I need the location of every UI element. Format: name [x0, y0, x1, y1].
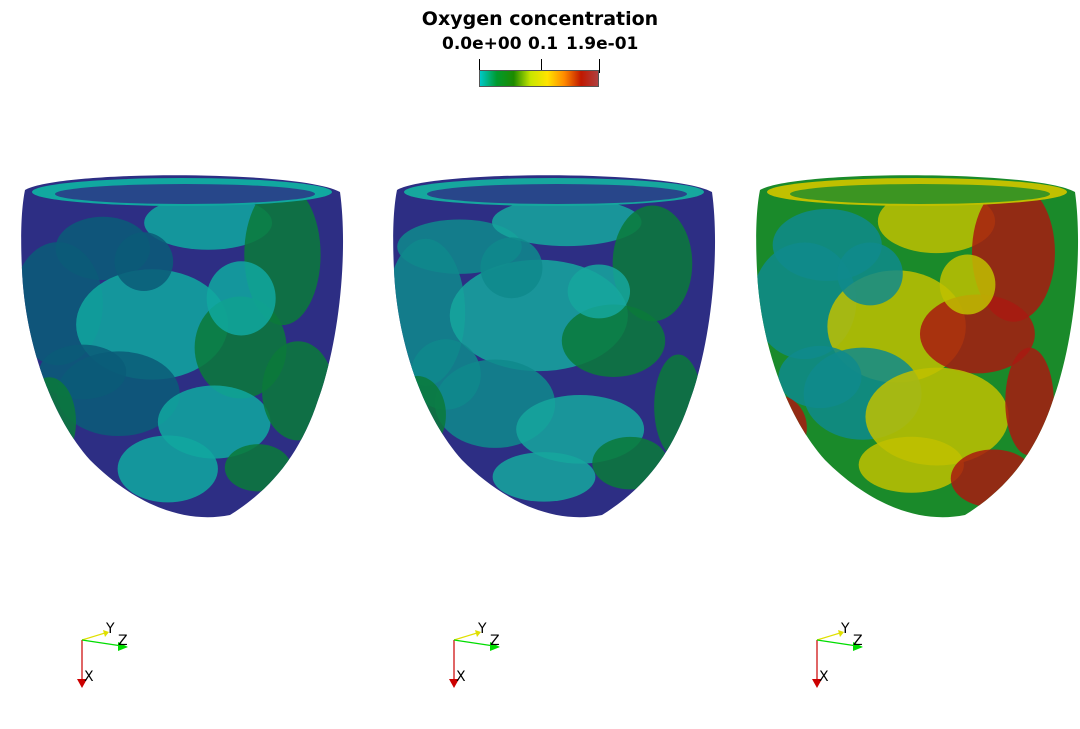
colorbar-tick-label-min: 0.0e+00 — [442, 34, 522, 54]
color-legend: Oxygen concentration 0.0e+00 0.1 1.9e-01 — [400, 6, 680, 96]
surface-patches — [393, 197, 703, 502]
z-axis-label: Z — [118, 633, 128, 649]
surface-patch — [206, 261, 276, 336]
colorbar-tick-label-mid: 0.1 — [528, 34, 559, 54]
heart-opening — [55, 184, 315, 204]
surface-patch — [612, 205, 693, 322]
surface-patch — [492, 452, 596, 502]
surface-patch — [491, 197, 642, 247]
surface-patch — [144, 195, 273, 250]
colorbar-tick-mid — [541, 59, 542, 73]
y-axis-label: Y — [840, 621, 850, 637]
z-axis-arrow — [490, 642, 500, 651]
colorbar-tick-max — [599, 59, 600, 73]
y-axis-line — [453, 632, 478, 641]
x-axis-arrow — [812, 679, 822, 688]
colorbar-tick-label-max: 1.9e-01 — [566, 34, 639, 54]
z-axis-line — [81, 639, 123, 647]
z-axis-arrow — [853, 642, 863, 651]
x-axis-label: X — [819, 669, 829, 685]
surface-patch — [756, 394, 807, 461]
surface-patch — [837, 242, 903, 306]
surface-patch — [480, 237, 543, 299]
heart-mesh-2 — [393, 175, 716, 518]
colorbar-gradient — [479, 70, 599, 87]
y-axis-arrow — [838, 630, 844, 637]
surface-patch — [950, 449, 1036, 508]
surface-patch — [117, 435, 218, 503]
surface-patch — [114, 232, 174, 291]
y-axis-arrow — [103, 630, 109, 637]
x-axis-arrow — [77, 679, 87, 688]
heart-opening — [790, 184, 1050, 204]
z-axis-label: Z — [490, 633, 500, 649]
heart-mesh-1 — [21, 175, 344, 518]
surface-patch — [858, 436, 964, 493]
heart-mesh-3 — [756, 175, 1079, 518]
surface-patch — [1005, 347, 1054, 456]
z-axis-line — [816, 639, 858, 647]
surface-patch — [778, 345, 862, 409]
z-axis-label: Z — [853, 633, 863, 649]
surface-patch — [393, 376, 446, 454]
y-axis-label: Y — [477, 621, 487, 637]
orientation-axes-3: X YZ — [812, 621, 863, 688]
y-axis-line — [816, 632, 841, 641]
z-axis-arrow — [118, 642, 128, 651]
surface-patch — [654, 354, 703, 458]
surface-patch — [919, 294, 1035, 374]
colorbar-tick-min — [479, 59, 480, 73]
y-axis-label: Y — [105, 621, 115, 637]
orientation-axes-2: X YZ — [449, 621, 500, 688]
surface-patches — [21, 184, 334, 503]
orientation-axes-1: X YZ — [77, 621, 128, 688]
x-axis-arrow — [449, 679, 459, 688]
heart-opening — [427, 184, 687, 204]
surface-patch — [410, 339, 481, 410]
surface-patches — [756, 182, 1055, 508]
colorbar-title: Oxygen concentration — [421, 8, 659, 30]
surface-patch — [592, 436, 668, 490]
surface-patch — [262, 341, 334, 441]
y-axis-line — [81, 632, 106, 641]
y-axis-arrow — [475, 630, 481, 637]
surface-patch — [939, 254, 996, 315]
surface-patch — [567, 264, 631, 319]
surface-patch — [21, 377, 76, 467]
surface-patch — [224, 444, 292, 492]
surface-patch — [561, 304, 666, 377]
x-axis-label: X — [84, 669, 94, 685]
x-axis-label: X — [456, 669, 466, 685]
z-axis-line — [453, 639, 495, 647]
